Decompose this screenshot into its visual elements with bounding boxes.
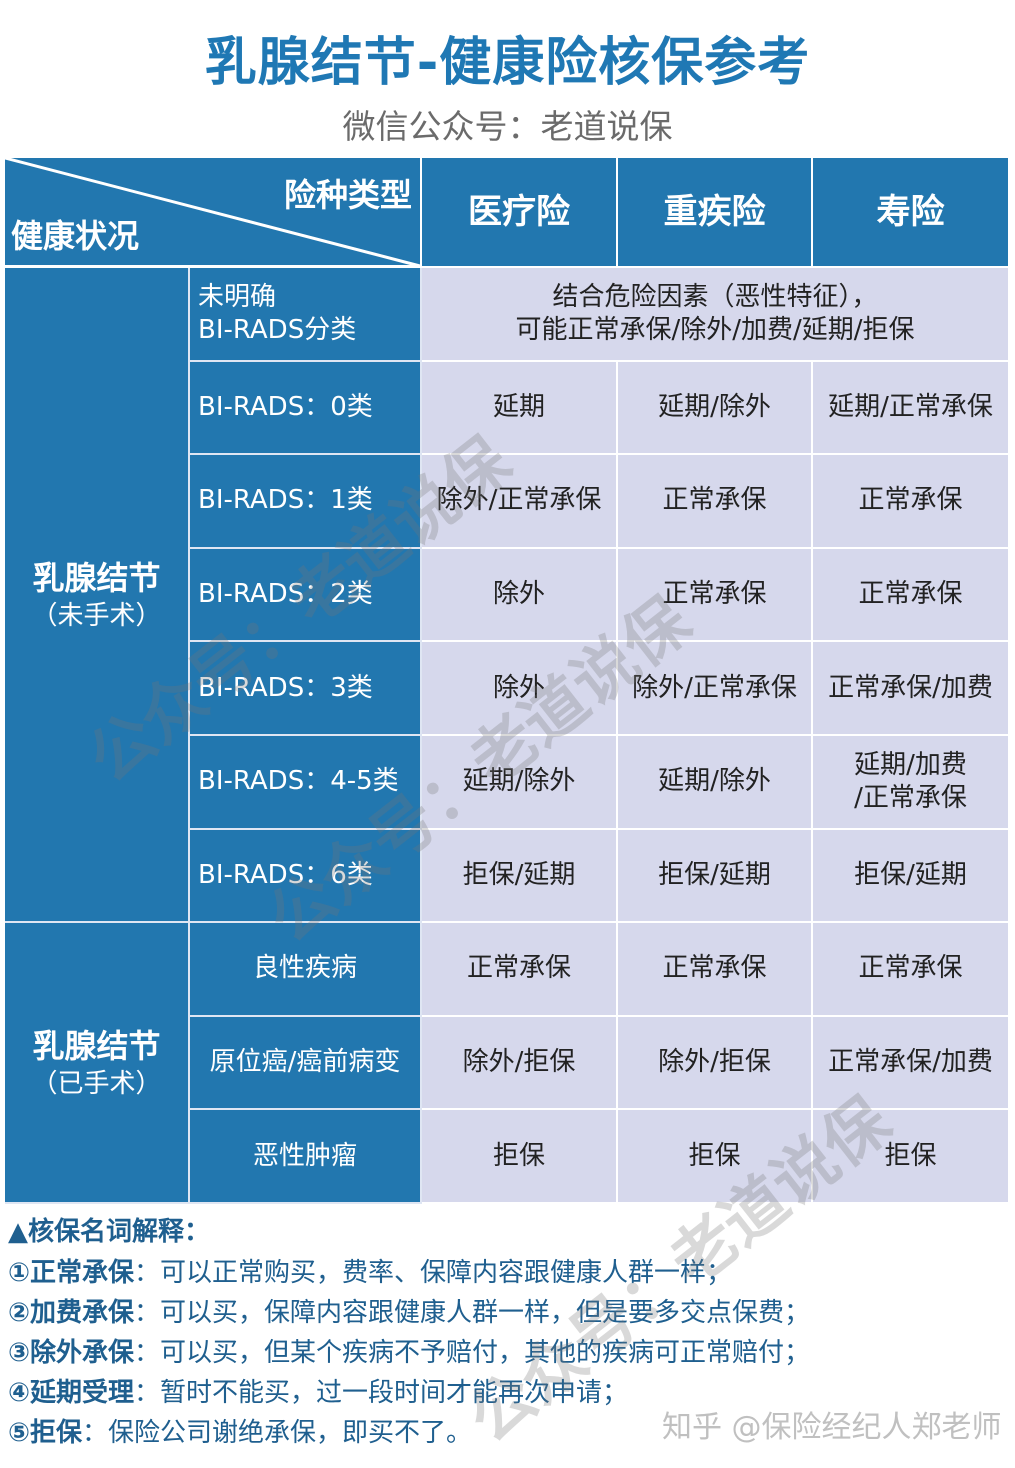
table-cell: 除外/正常承保: [422, 455, 618, 549]
table-cell: 正常承保: [618, 455, 813, 549]
glossary-description: ：可以正常购买，费率、保障内容跟健康人群一样；: [134, 1258, 733, 1288]
glossary-term: ②加费承保: [8, 1298, 135, 1328]
row-label: 未明确 BI-RADS分类: [190, 268, 422, 362]
row-label: BI-RADS：4-5类: [190, 735, 422, 830]
glossary-description: ：可以买，但某个疾病不予赔付，其他的疾病可正常赔付；: [134, 1338, 811, 1368]
row-label: BI-RADS：3类: [190, 642, 422, 736]
glossary-item: ③除外承保：可以买，但某个疾病不予赔付，其他的疾病可正常赔付；: [8, 1333, 810, 1373]
table-cell: 延期/加费 /正常承保: [813, 735, 1010, 830]
group-title: 乳腺结节: [32, 1027, 161, 1066]
table-cell: 正常承保: [618, 548, 813, 643]
glossary-term: ⑤拒保: [8, 1418, 83, 1448]
row-label: BI-RADS：0类: [190, 361, 422, 456]
table-cell: 拒保: [813, 1110, 1010, 1204]
row-label: 良性疾病: [190, 923, 422, 1017]
group-subtitle: （已手术）: [31, 1069, 162, 1100]
table-cell: 延期: [422, 361, 618, 456]
glossary-description: ：可以买，保障内容跟健康人群一样，但是要多交点保费；: [134, 1298, 811, 1328]
table-cell: 正常承保: [813, 455, 1010, 549]
table-cell: 正常承保: [813, 923, 1010, 1017]
table-cell: 正常承保: [813, 548, 1010, 643]
glossary-item: ⑤拒保：保险公司谢绝承保，即买不了。: [8, 1413, 810, 1453]
table-cell: 除外/拒保: [422, 1016, 618, 1111]
table-cell: 除外/拒保: [618, 1016, 813, 1111]
glossary-item: ②加费承保：可以买，保障内容跟健康人群一样，但是要多交点保费；: [8, 1293, 810, 1333]
glossary-item: ①正常承保：可以正常购买，费率、保障内容跟健康人群一样；: [8, 1253, 810, 1293]
table-cell: 延期/正常承保: [813, 361, 1010, 456]
page-subtitle: 微信公众号：老道说保: [342, 107, 673, 146]
glossary-term: ①正常承保: [8, 1258, 135, 1288]
group-title: 乳腺结节: [32, 559, 161, 598]
row-label: BI-RADS：1类: [190, 455, 422, 549]
glossary-heading: ▲核保名词解释：: [8, 1217, 210, 1247]
row-label: BI-RADS：2类: [190, 548, 422, 643]
column-header-medical: 医疗险: [422, 158, 618, 268]
table-corner-header: 险种类型 健康状况: [5, 158, 422, 268]
group-subtitle: （未手术）: [31, 601, 162, 632]
glossary-term: ④延期受理: [8, 1378, 135, 1408]
table-cell: 正常承保/加费: [813, 1016, 1010, 1111]
merged-cell: 结合危险因素（恶性特征）， 可能正常承保/除外/加费/延期/拒保: [422, 268, 1010, 362]
column-header-critical-illness: 重疾险: [618, 158, 813, 268]
table-cell: 正常承保: [422, 923, 618, 1017]
diagonal-divider: [5, 158, 421, 268]
table-cell: 延期/除外: [422, 735, 618, 830]
table-cell: 延期/除外: [618, 361, 813, 456]
row-group-header: 乳腺结节 （已手术）: [5, 923, 190, 1204]
glossary-description: ：暂时不能买，过一段时间才能再次申请；: [134, 1378, 629, 1408]
corner-label-insurance-type: 险种类型: [283, 176, 412, 214]
table-cell: 除外: [422, 548, 618, 643]
table-cell: 正常承保: [618, 923, 813, 1017]
credit-watermark: 知乎 @保险经纪人郑老师: [662, 1410, 1002, 1445]
table-cell: 拒保/延期: [422, 829, 618, 924]
table-cell: 拒保/延期: [618, 829, 813, 924]
table-cell: 拒保: [618, 1110, 813, 1204]
table-cell: 延期/除外: [618, 735, 813, 830]
glossary-description: ：保险公司谢绝承保，即买不了。: [82, 1418, 473, 1448]
glossary-term: ③除外承保: [8, 1338, 135, 1368]
row-label: 原位癌/癌前病变: [190, 1016, 422, 1111]
table-cell: 拒保/延期: [813, 829, 1010, 924]
table-cell: 除外: [422, 642, 618, 736]
corner-label-health-status: 健康状况: [11, 217, 140, 255]
glossary: ▲核保名词解释： ①正常承保：可以正常购买，费率、保障内容跟健康人群一样； ②加费…: [8, 1213, 810, 1453]
page-title: 乳腺结节-健康险核保参考: [204, 33, 811, 93]
row-group-header: 乳腺结节 （未手术）: [5, 268, 190, 924]
row-label: BI-RADS：6类: [190, 829, 422, 924]
underwriting-table: 险种类型 健康状况 医疗险 重疾险 寿险 乳腺结节 （未手术） 乳腺结节 （已手术）未…: [5, 158, 1010, 1204]
glossary-item: ④延期受理：暂时不能买，过一段时间才能再次申请；: [8, 1373, 810, 1413]
table-cell: 除外/正常承保: [618, 642, 813, 736]
column-header-life: 寿险: [813, 158, 1010, 268]
row-label: 恶性肿瘤: [190, 1110, 422, 1204]
table-cell: 正常承保/加费: [813, 642, 1010, 736]
table-cell: 拒保: [422, 1110, 618, 1204]
